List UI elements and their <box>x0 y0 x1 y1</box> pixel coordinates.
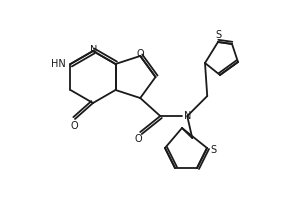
Text: O: O <box>136 49 144 59</box>
Text: S: S <box>210 145 216 155</box>
Text: O: O <box>70 121 78 131</box>
Text: HN: HN <box>51 59 65 69</box>
Text: O: O <box>134 134 142 144</box>
Text: S: S <box>215 30 221 40</box>
Text: N: N <box>184 111 191 121</box>
Text: N: N <box>90 45 98 55</box>
